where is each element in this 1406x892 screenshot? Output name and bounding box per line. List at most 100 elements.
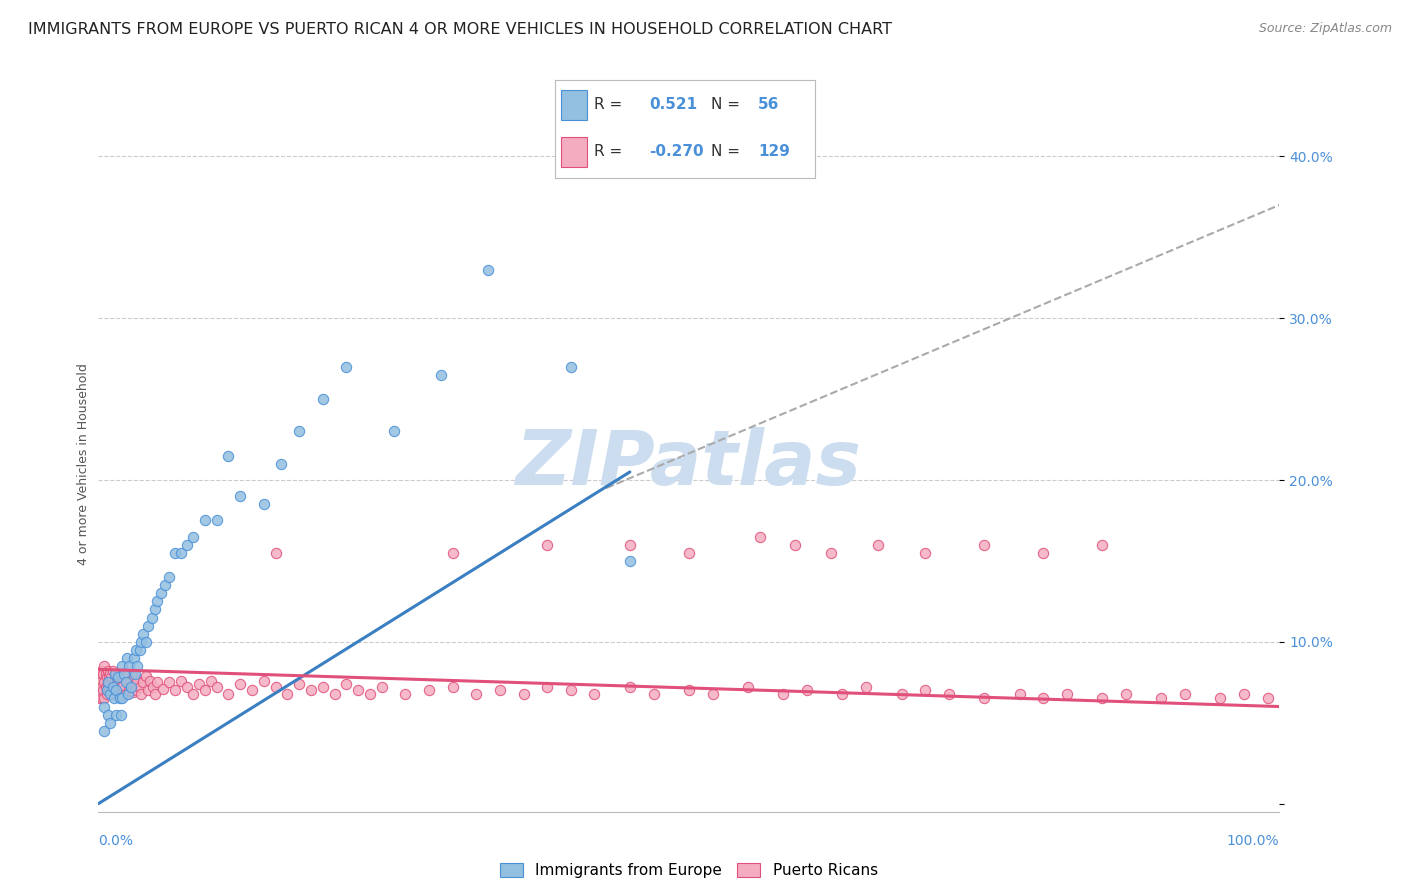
- Point: [150, 586, 173, 600]
- Text: ZIPatlas: ZIPatlas: [516, 427, 862, 500]
- Point: [90, 670, 112, 684]
- Point: [105, 687, 128, 701]
- Point: [98, 665, 121, 680]
- Point: [105, 683, 128, 698]
- Point: [973, 538, 995, 552]
- Point: [128, 680, 150, 694]
- Point: [124, 667, 146, 681]
- Point: [132, 626, 155, 640]
- Point: [101, 680, 124, 694]
- Point: [100, 670, 122, 684]
- Point: [111, 670, 134, 684]
- Point: [91, 691, 114, 706]
- Point: [112, 679, 135, 693]
- Point: [125, 643, 148, 657]
- Point: [97, 707, 120, 722]
- Point: [831, 687, 853, 701]
- Point: [181, 687, 204, 701]
- Point: [1233, 687, 1256, 701]
- Bar: [561, 137, 586, 167]
- Text: IMMIGRANTS FROM EUROPE VS PUERTO RICAN 4 OR MORE VEHICLES IN HOUSEHOLD CORRELATI: IMMIGRANTS FROM EUROPE VS PUERTO RICAN 4…: [28, 22, 893, 37]
- Point: [93, 699, 115, 714]
- Point: [90, 675, 112, 690]
- Point: [1174, 687, 1197, 701]
- Text: 0.0%: 0.0%: [98, 834, 134, 848]
- Point: [194, 513, 217, 527]
- Point: [643, 687, 665, 701]
- Point: [785, 538, 807, 552]
- Point: [288, 677, 311, 691]
- Point: [176, 680, 198, 694]
- Point: [108, 680, 131, 694]
- Point: [108, 691, 131, 706]
- Point: [914, 546, 936, 560]
- Text: R =: R =: [595, 145, 623, 160]
- Point: [560, 359, 582, 374]
- Point: [98, 681, 121, 696]
- Point: [157, 570, 180, 584]
- Point: [866, 538, 889, 552]
- Point: [91, 667, 114, 681]
- Point: [170, 673, 193, 688]
- Point: [93, 659, 115, 673]
- Point: [98, 715, 121, 730]
- Point: [111, 659, 134, 673]
- Point: [855, 680, 877, 694]
- Point: [441, 546, 464, 560]
- Point: [536, 538, 558, 552]
- Point: [347, 683, 370, 698]
- Point: [112, 667, 135, 681]
- Point: [152, 681, 174, 696]
- Point: [115, 675, 138, 690]
- Point: [165, 683, 187, 698]
- Point: [107, 670, 129, 684]
- Point: [97, 664, 120, 678]
- Point: [205, 680, 228, 694]
- Point: [194, 683, 217, 698]
- Point: [135, 669, 157, 683]
- Point: [170, 546, 193, 560]
- Point: [938, 687, 960, 701]
- Point: [117, 687, 139, 701]
- Point: [98, 685, 121, 699]
- Point: [107, 669, 129, 683]
- Bar: [561, 90, 586, 120]
- Point: [135, 635, 157, 649]
- Point: [253, 673, 276, 688]
- Point: [914, 683, 936, 698]
- Point: [772, 687, 794, 701]
- Point: [146, 675, 169, 690]
- Point: [87, 691, 110, 706]
- Point: [94, 667, 117, 681]
- Point: [240, 683, 263, 698]
- Point: [796, 683, 818, 698]
- Point: [1056, 687, 1078, 701]
- Point: [117, 667, 139, 681]
- Point: [465, 687, 488, 701]
- Point: [371, 680, 394, 694]
- Point: [97, 679, 120, 693]
- Legend: Immigrants from Europe, Puerto Ricans: Immigrants from Europe, Puerto Ricans: [494, 857, 884, 884]
- Point: [124, 679, 146, 693]
- Point: [229, 489, 252, 503]
- Point: [619, 538, 641, 552]
- Point: [104, 667, 127, 681]
- Point: [105, 675, 128, 690]
- Point: [489, 683, 512, 698]
- Text: 56: 56: [758, 97, 780, 112]
- Point: [127, 659, 149, 673]
- Point: [103, 675, 125, 690]
- Point: [536, 680, 558, 694]
- Point: [702, 687, 724, 701]
- Text: 129: 129: [758, 145, 790, 160]
- Point: [128, 643, 150, 657]
- Point: [157, 675, 180, 690]
- Point: [89, 667, 111, 681]
- Point: [418, 683, 440, 698]
- Point: [1091, 691, 1114, 706]
- Point: [512, 687, 534, 701]
- Point: [217, 449, 239, 463]
- Point: [200, 673, 222, 688]
- Point: [619, 680, 641, 694]
- Y-axis label: 4 or more Vehicles in Household: 4 or more Vehicles in Household: [77, 363, 90, 565]
